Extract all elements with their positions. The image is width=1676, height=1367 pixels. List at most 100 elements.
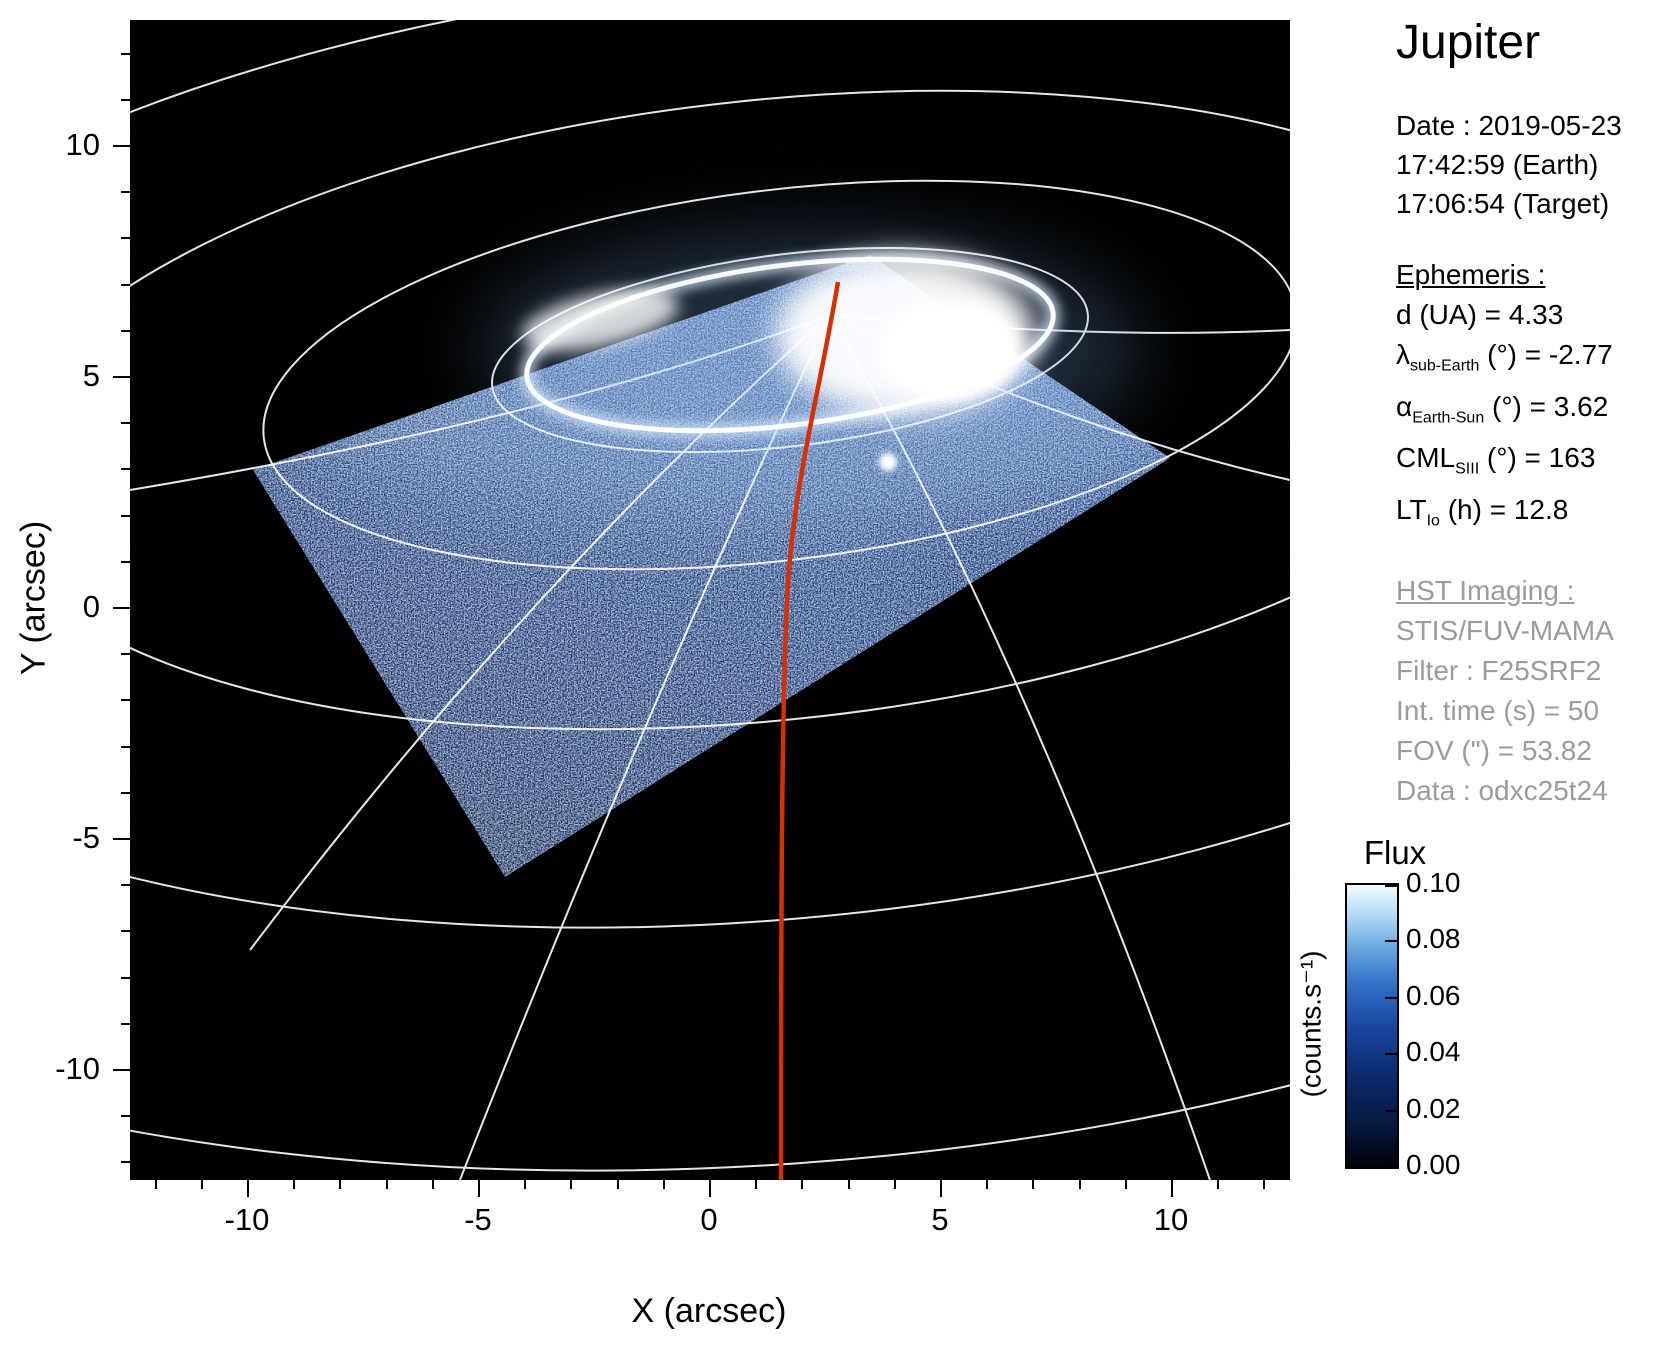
colorbar-tick-label: 0.10 — [1406, 867, 1461, 898]
hst-line: STIS/FUV-MAMA — [1396, 615, 1614, 647]
x-minor-tick — [431, 1180, 434, 1189]
x-tick-label: 5 — [931, 1202, 949, 1237]
colorbar-tick — [1385, 940, 1397, 943]
hst-line: FOV (") = 53.82 — [1396, 735, 1592, 767]
x-minor-tick — [801, 1180, 804, 1189]
y-axis-title: Y (arcsec) — [14, 520, 53, 676]
ephemeris-row: αEarth-Sun (°) = 3.62 — [1396, 387, 1668, 439]
y-tick-label: 10 — [65, 127, 100, 162]
colorbar-labels: 0.10 0.08 0.06 0.04 0.02 0.00 — [1406, 867, 1506, 1180]
y-minor-tick — [121, 560, 130, 563]
colorbar-units-label: (counts.s⁻¹) — [1295, 950, 1327, 1098]
colorbar-tick — [1385, 996, 1397, 999]
colorbar-tick — [1385, 1053, 1397, 1056]
x-major-tick — [478, 1180, 480, 1197]
x-minor-tick — [847, 1180, 850, 1189]
y-minor-tick — [121, 653, 130, 656]
y-major-tick — [113, 1069, 130, 1071]
x-tick-label: -5 — [464, 1202, 492, 1237]
y-minor-tick — [121, 514, 130, 517]
ephemeris-row: CMLSIII (°) = 163 — [1396, 438, 1668, 490]
colorbar-tick-label: 0.04 — [1406, 1036, 1461, 1068]
x-tick-label: 10 — [1153, 1202, 1189, 1237]
y-major-tick — [113, 838, 130, 840]
x-major-tick — [247, 1180, 249, 1197]
x-minor-tick — [293, 1180, 296, 1189]
y-major-tick — [113, 145, 130, 147]
x-minor-tick — [385, 1180, 388, 1189]
y-minor-tick — [121, 791, 130, 794]
y-minor-tick — [121, 283, 130, 286]
time-earth-line: 17:42:59 (Earth) — [1396, 149, 1599, 180]
ephemeris-symbol: λ — [1396, 339, 1410, 370]
ephemeris-rows: d (UA) = 4.33 λsub-Earth (°) = -2.77 αEart… — [1396, 295, 1668, 541]
ephemeris-symbol: LT — [1396, 493, 1427, 525]
y-minor-tick — [121, 52, 130, 55]
x-minor-tick — [570, 1180, 573, 1189]
x-axis: -10 -5 0 5 10 — [130, 1180, 1290, 1270]
plot-area — [130, 20, 1290, 1180]
ephemeris-value: (°) = 3.62 — [1484, 390, 1609, 422]
x-major-tick — [1171, 1180, 1173, 1197]
y-tick-label: -5 — [72, 820, 100, 855]
y-minor-tick — [121, 884, 130, 887]
colorbar-tick-label: 0.02 — [1406, 1092, 1461, 1124]
ephemeris-row: d (UA) = 4.33 — [1396, 295, 1668, 335]
x-minor-tick — [662, 1180, 665, 1189]
y-minor-tick — [121, 1115, 130, 1118]
hst-lines: STIS/FUV-MAMA Filter : F25SRF2 Int. time (… — [1396, 611, 1668, 811]
x-minor-tick — [339, 1180, 342, 1189]
y-major-tick — [113, 607, 130, 609]
y-axis: 10 5 0 -5 -10 — [0, 20, 130, 1180]
colorbar-tick — [1385, 1164, 1397, 1166]
ephemeris-value: (°) = -2.77 — [1479, 339, 1613, 370]
time-target-line: 17:06:54 (Target) — [1396, 188, 1610, 219]
date-line: Date : 2019-05-23 — [1396, 110, 1622, 141]
x-minor-tick — [1078, 1180, 1081, 1189]
hst-line: Int. time (s) = 50 — [1396, 695, 1600, 727]
colorbar — [1345, 883, 1399, 1169]
ephemeris-subscript: Earth-Sun — [1412, 409, 1485, 427]
y-minor-tick — [121, 422, 130, 425]
hst-line: Data : odxc25t24 — [1396, 775, 1608, 807]
ephemeris-subscript: SIII — [1455, 460, 1480, 478]
x-minor-tick — [986, 1180, 989, 1189]
date-block: Date : 2019-05-23 17:42:59 (Earth) 17:06… — [1396, 106, 1668, 223]
x-tick-label: 0 — [700, 1202, 718, 1237]
y-tick-label: 0 — [82, 589, 100, 624]
x-minor-tick — [616, 1180, 619, 1189]
hst-line: Filter : F25SRF2 — [1396, 655, 1602, 687]
x-minor-tick — [524, 1180, 527, 1189]
ephemeris-subscript: sub-Earth — [1410, 357, 1480, 375]
hst-heading: HST Imaging : — [1396, 575, 1575, 607]
hst-block: HST Imaging : STIS/FUV-MAMA Filter : F25S… — [1396, 571, 1668, 811]
ephemeris-row: λsub-Earth (°) = -2.77 — [1396, 335, 1668, 387]
footprint-spot — [879, 453, 897, 471]
info-panel: Jupiter Date : 2019-05-23 17:42:59 (Eart… — [1396, 16, 1668, 811]
x-minor-tick — [1032, 1180, 1035, 1189]
y-minor-tick — [121, 237, 130, 240]
x-axis-title: X (arcsec) — [631, 1292, 787, 1330]
colorbar-tick-label: 0.06 — [1406, 979, 1461, 1011]
y-minor-tick — [121, 1022, 130, 1025]
y-minor-tick — [121, 930, 130, 933]
jupiter-fuv-image — [130, 20, 1290, 1180]
colorbar-title: Flux — [1363, 834, 1427, 871]
central-meridian-line — [778, 281, 841, 1180]
colorbar-tick-label: 0.00 — [1406, 1149, 1461, 1180]
ephemeris-heading: Ephemeris : — [1396, 259, 1546, 290]
y-minor-tick — [121, 329, 130, 332]
ephemeris-symbol: CML — [1396, 442, 1456, 474]
y-tick-label: -10 — [55, 1051, 100, 1086]
x-minor-tick — [893, 1180, 896, 1189]
x-minor-tick — [154, 1180, 157, 1189]
ephemeris-symbol: d — [1396, 299, 1412, 330]
x-major-tick — [940, 1180, 942, 1197]
y-minor-tick — [121, 1161, 130, 1164]
y-minor-tick — [121, 745, 130, 748]
x-minor-tick — [1217, 1180, 1220, 1189]
colorbar-tick — [1385, 885, 1397, 887]
ephemeris-value: (°) = 163 — [1479, 442, 1596, 474]
y-minor-tick — [121, 976, 130, 979]
